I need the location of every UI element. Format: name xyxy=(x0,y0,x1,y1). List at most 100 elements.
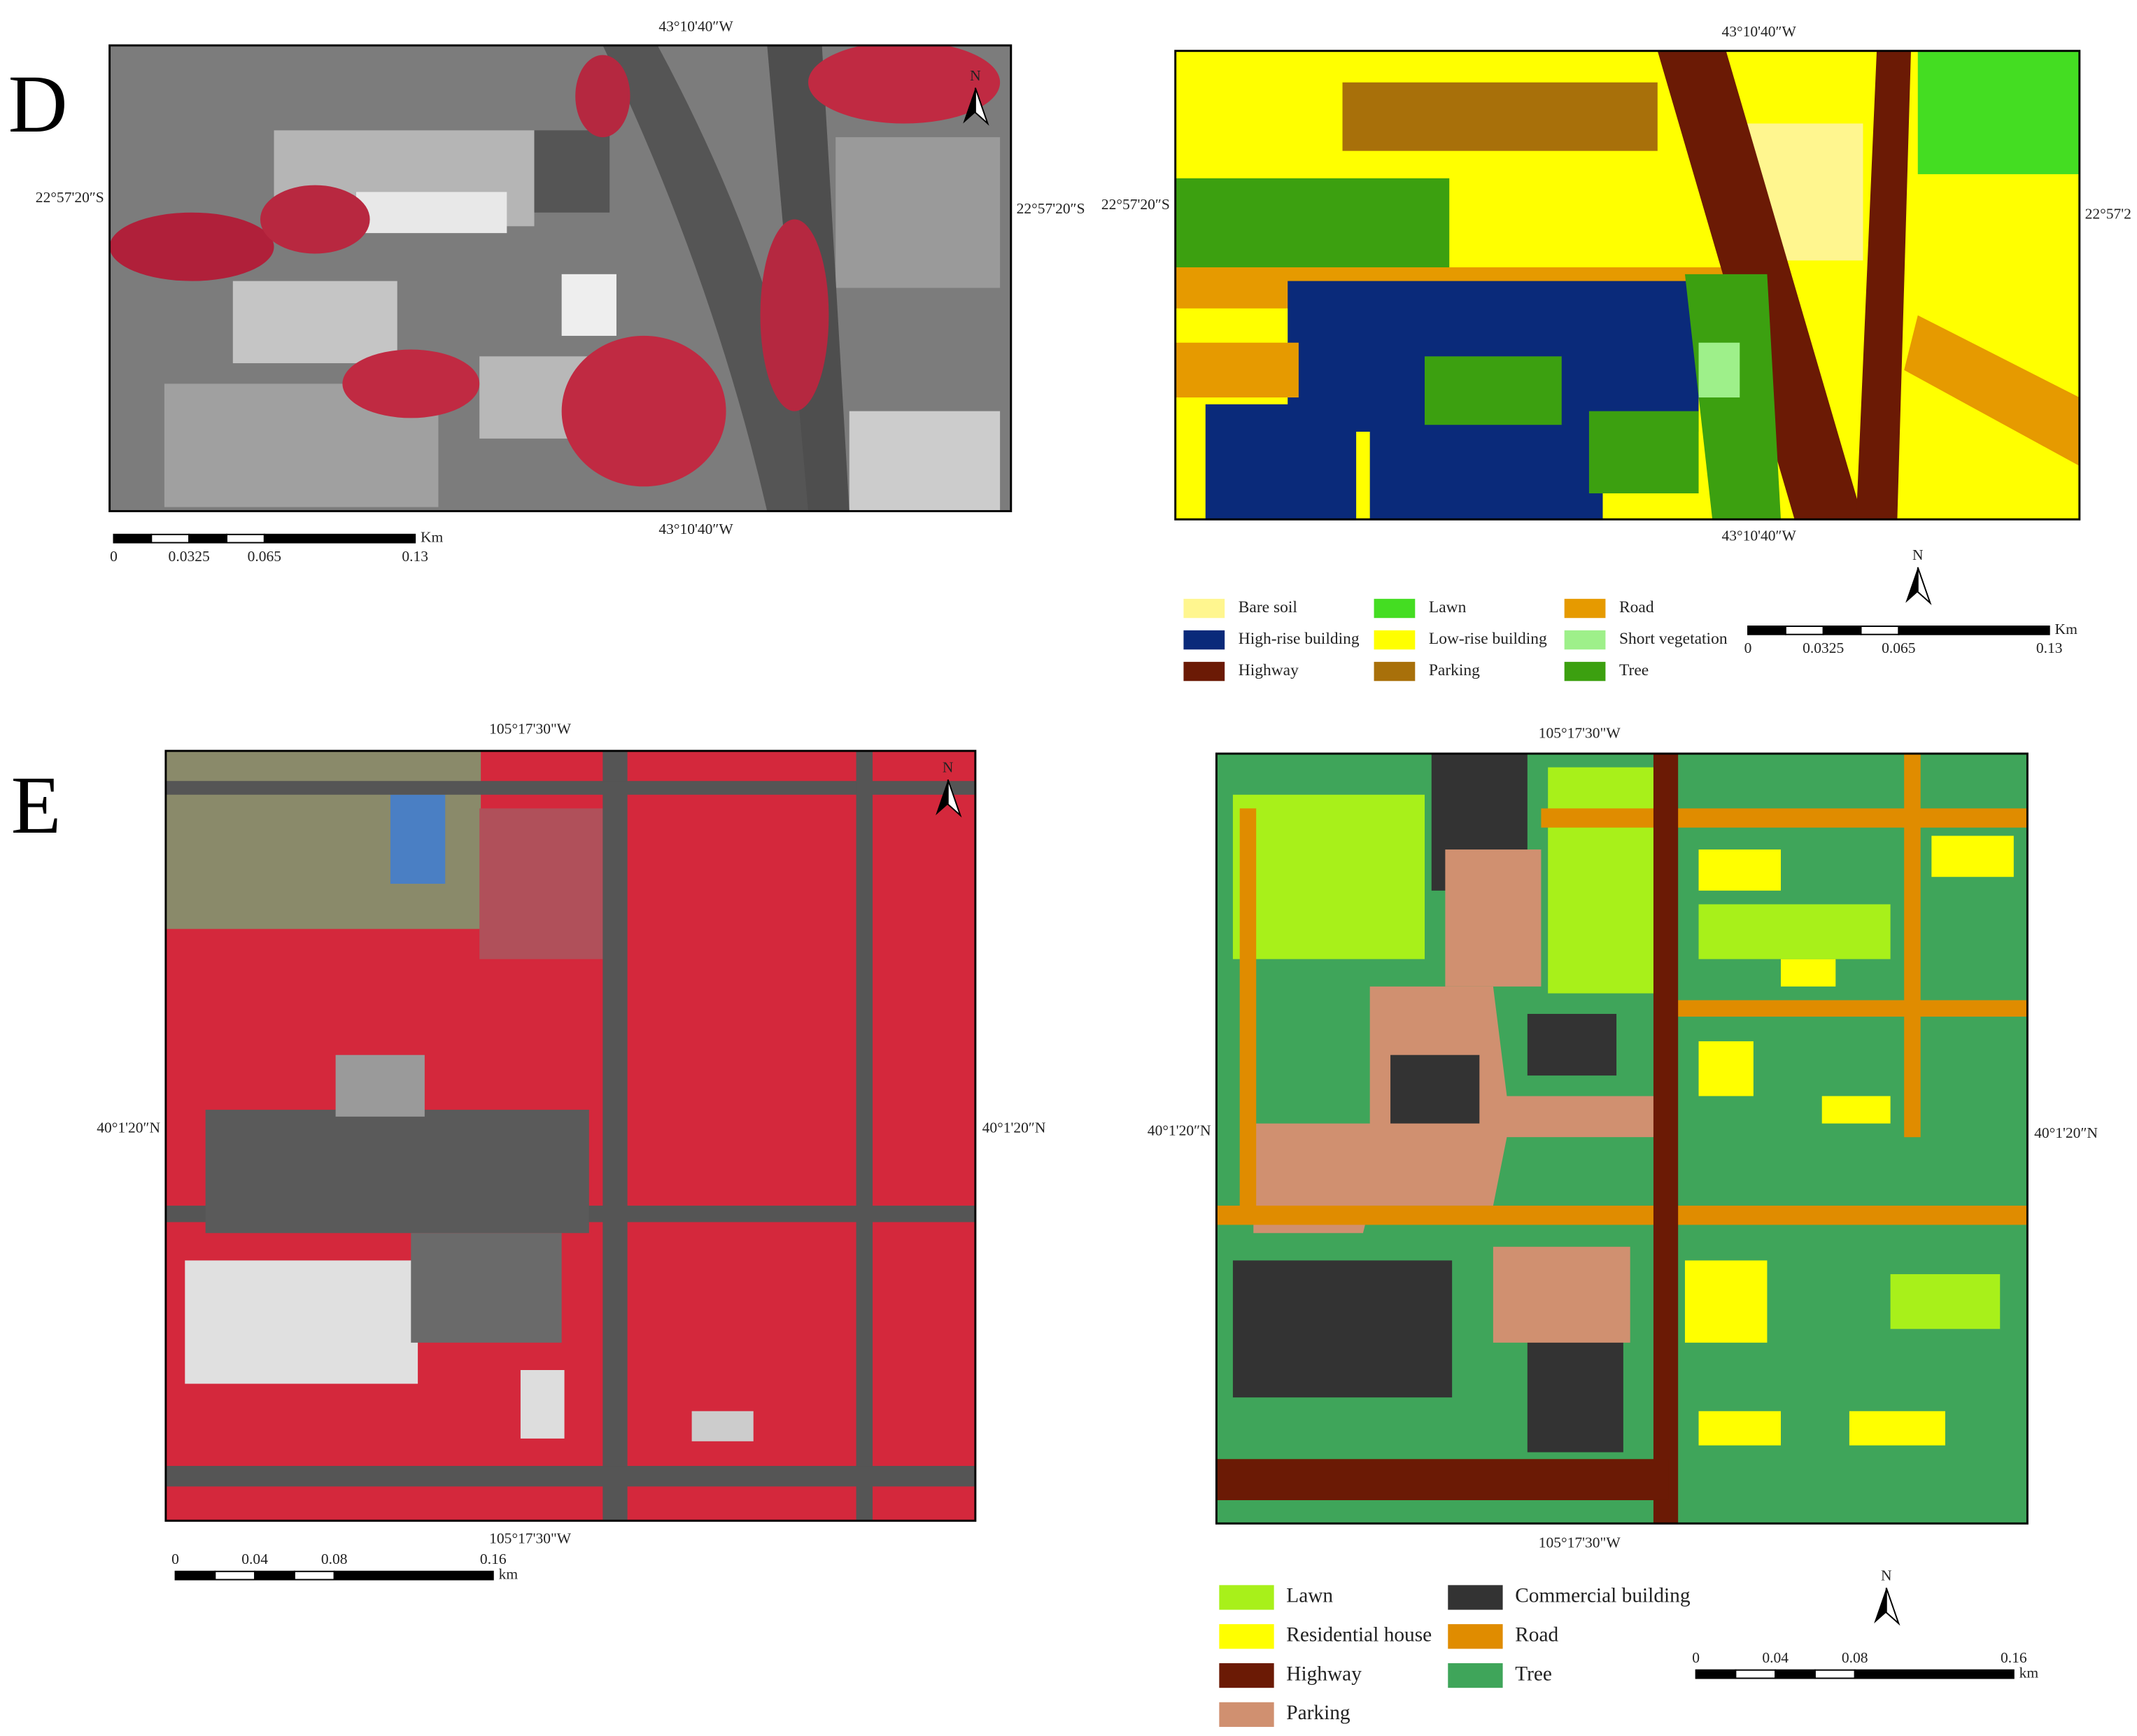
legend-swatch xyxy=(1219,1702,1274,1727)
class-region xyxy=(1342,82,1658,151)
scale-label: 0.13 xyxy=(2036,640,2063,656)
scale-bar-segment xyxy=(333,1570,494,1581)
north-arrow xyxy=(936,779,948,816)
scale-label: 0.08 xyxy=(1842,1649,1868,1666)
latitude-label: 40°1'20″N xyxy=(982,1119,1046,1136)
scale-bar-segment xyxy=(1735,1669,1777,1679)
scale-label: 0.065 xyxy=(1882,640,1915,656)
scale-label: 0.0325 xyxy=(169,548,210,565)
scale-bar-segment xyxy=(1860,625,1900,635)
latitude-label: 40°1'20″N xyxy=(1148,1122,1211,1138)
scale-bar-segment xyxy=(150,533,190,544)
class-region xyxy=(1698,1041,1754,1096)
legend-swatch xyxy=(1219,1585,1274,1610)
scale-label: 0 xyxy=(1744,640,1752,656)
class-region xyxy=(1541,808,2028,828)
legend-label: Tree xyxy=(1515,1663,1552,1685)
scale-bar-segment xyxy=(293,1570,335,1581)
legend-swatch xyxy=(1448,1585,1503,1610)
scale-bar-segment xyxy=(214,1570,256,1581)
north-label: N xyxy=(943,759,954,776)
class-region xyxy=(1548,767,1658,994)
panel-label: D xyxy=(8,59,68,150)
class-region xyxy=(1216,1459,1669,1500)
class-region xyxy=(1232,794,1425,959)
legend-swatch xyxy=(1374,598,1416,619)
latitude-label: 40°1'20″N xyxy=(2034,1124,2098,1141)
legend-swatch xyxy=(1564,661,1606,682)
scale-label: 0.08 xyxy=(321,1551,348,1567)
north-arrow xyxy=(1917,567,1932,605)
legend-label: Residential house xyxy=(1286,1623,1432,1646)
legend-swatch xyxy=(1183,630,1225,650)
class-region xyxy=(1493,1246,1630,1343)
north-arrow xyxy=(1874,1588,1886,1624)
legend-swatch xyxy=(1374,661,1416,682)
scale-bar-segment xyxy=(1784,625,1824,635)
scale-unit: km xyxy=(499,1566,519,1583)
scale-label: 0.04 xyxy=(241,1551,268,1567)
scale-label: 0 xyxy=(1692,1649,1700,1666)
legend-label: Parking xyxy=(1429,661,1480,679)
class-region xyxy=(1369,411,1603,520)
north-arrow xyxy=(1905,567,1918,603)
north-label: N xyxy=(1912,546,1924,563)
class-region xyxy=(1856,50,1911,520)
frame xyxy=(1174,50,2081,521)
legend-label: Low-rise building xyxy=(1429,630,1547,648)
legend-swatch xyxy=(1448,1663,1503,1688)
north-arrow xyxy=(947,779,962,818)
frame xyxy=(1215,752,2029,1525)
scale-label: 0.065 xyxy=(248,548,281,565)
scale-bar-segment xyxy=(263,533,416,544)
class-region xyxy=(1425,356,1562,425)
scale-bar-segment xyxy=(254,1570,295,1581)
scale-bar-segment xyxy=(1814,1669,1856,1679)
scale-bar-segment xyxy=(113,533,153,544)
classification-map xyxy=(1175,50,2080,520)
scale-label: 0.16 xyxy=(480,1551,507,1567)
class-region xyxy=(1239,808,1257,1220)
legend-swatch xyxy=(1219,1663,1274,1688)
class-region xyxy=(1781,959,1836,987)
scale-bar-segment xyxy=(226,533,265,544)
legend-swatch xyxy=(1219,1624,1274,1649)
class-region xyxy=(1205,404,1357,520)
legend-swatch xyxy=(1564,598,1606,619)
scale-unit: Km xyxy=(421,529,444,546)
legend-swatch xyxy=(1374,630,1416,650)
scale-bar-segment xyxy=(1822,625,1862,635)
latitude-label: 40°1'20″N xyxy=(97,1119,160,1136)
latitude-label: 22°57'2 xyxy=(2085,206,2131,223)
class-region xyxy=(1904,754,1921,1138)
legend-label: Tree xyxy=(1619,661,1649,679)
scale-label: 0.04 xyxy=(1762,1649,1789,1666)
legend-swatch xyxy=(1183,661,1225,682)
scale-bar-segment xyxy=(174,1570,216,1581)
classification-maps xyxy=(1175,50,2080,1524)
class-region xyxy=(1698,1411,1781,1446)
legend-swatch xyxy=(1448,1624,1503,1649)
longitude-label: 43°10'40″W xyxy=(658,521,733,537)
class-region xyxy=(1931,835,2014,877)
legend-label: Lawn xyxy=(1286,1585,1333,1607)
longitude-label: 105°17'30"W xyxy=(1539,1534,1621,1551)
longitude-label: 43°10'40″W xyxy=(658,17,733,34)
legend-label: Bare soil xyxy=(1239,598,1298,616)
longitude-label: 105°17'30"W xyxy=(489,1530,572,1547)
scale-label: 0.0325 xyxy=(1803,640,1844,656)
scale-bar-segment xyxy=(1695,1669,1737,1679)
legend-label: Road xyxy=(1619,598,1654,616)
scale-bar-segment xyxy=(1854,1669,2015,1679)
frame xyxy=(108,44,1013,512)
scale-unit: km xyxy=(2019,1665,2039,1681)
scale-label: 0.13 xyxy=(402,548,428,565)
legend-label: Highway xyxy=(1239,661,1299,679)
class-region xyxy=(1890,1273,2001,1329)
legend-label: Commercial building xyxy=(1515,1585,1691,1607)
legend-label: Parking xyxy=(1286,1702,1350,1724)
class-region xyxy=(1588,411,1699,494)
scale-label: 0.16 xyxy=(2001,1649,2027,1666)
class-region xyxy=(1653,754,1679,1524)
